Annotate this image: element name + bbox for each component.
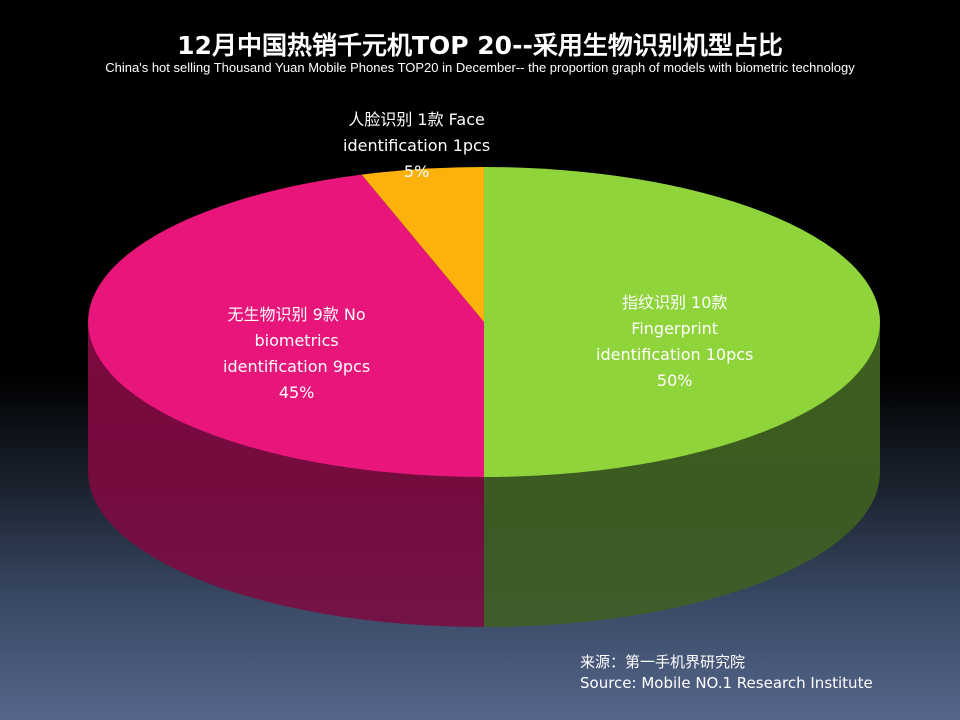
slice-label-0-line-0: 指纹识别 10款 bbox=[621, 293, 728, 312]
source-line-en: Source: Mobile NO.1 Research Institute bbox=[580, 674, 873, 692]
pie-slice-side-1 bbox=[88, 322, 484, 627]
source-line-cn: 来源：第一手机界研究院 bbox=[580, 653, 746, 671]
slice-label-2: 人脸识别 1款 Face identification 1pcs 5% bbox=[343, 107, 490, 185]
pie-slice-2 bbox=[361, 167, 484, 322]
pie-slice-1 bbox=[88, 174, 484, 477]
chart-title: 12月中国热销千元机TOP 20--采用生物识别机型占比 bbox=[177, 31, 783, 60]
slice-label-0-line-1: Fingerprint bbox=[631, 319, 719, 338]
slice-label-1: 无生物识别 9款 No biometrics identification 9pcs… bbox=[223, 302, 370, 406]
slice-label-1-line-2: identification 9pcs bbox=[223, 357, 371, 376]
pie-slice-side-0 bbox=[484, 322, 880, 627]
slice-label-0: 指纹识别 10款 Fingerprint identification 10pcs 5… bbox=[596, 290, 753, 394]
slice-label-2-line-1: identification 1pcs bbox=[343, 136, 491, 155]
slice-label-0-line-3: 50% bbox=[656, 371, 693, 390]
slice-label-2-line-0: 人脸识别 1款 Face bbox=[348, 110, 485, 129]
pie-slice-0 bbox=[484, 167, 880, 477]
slice-label-1-line-3: 45% bbox=[278, 383, 315, 402]
slice-label-1-line-1: biometrics bbox=[254, 331, 339, 350]
chart-subtitle: China's hot selling Thousand Yuan Mobile… bbox=[105, 60, 855, 75]
slice-label-1-line-0: 无生物识别 9款 No bbox=[227, 305, 366, 324]
slice-label-0-line-2: identification 10pcs bbox=[596, 345, 754, 364]
slice-label-2-line-2: 5% bbox=[403, 162, 430, 181]
source-note: 来源：第一手机界研究院 Source: Mobile NO.1 Research… bbox=[580, 652, 873, 694]
